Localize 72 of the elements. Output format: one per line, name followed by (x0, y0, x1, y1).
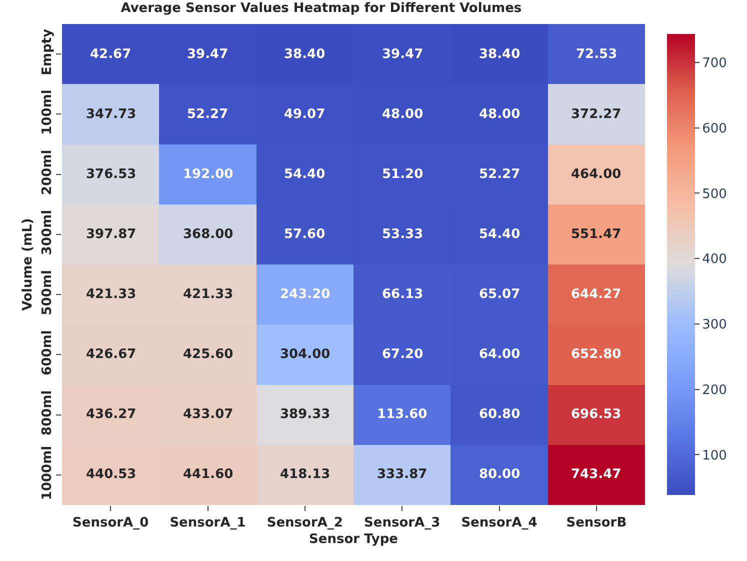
data-label: 67.20 (382, 347, 424, 362)
data-label: 333.87 (377, 467, 428, 482)
data-label: 42.67 (90, 47, 132, 62)
data-label: 65.07 (479, 287, 520, 302)
y-tick-label: Empty (40, 28, 55, 76)
data-label: 64.00 (479, 347, 520, 362)
y-tick-label: 100ml (40, 90, 55, 135)
data-label: 551.47 (571, 227, 622, 242)
color-bar-label: 600 (702, 121, 727, 136)
color-bar-label: 500 (702, 186, 727, 202)
y-tick-label: 600ml (40, 330, 55, 376)
data-label: 372.27 (571, 107, 622, 122)
data-label: 696.53 (571, 407, 622, 422)
data-label: 53.33 (382, 227, 424, 242)
color-bar-label: 200 (702, 382, 727, 398)
color-bar-label: 100 (702, 448, 727, 464)
y-tick-label: 300ml (40, 210, 55, 256)
data-label: 38.40 (479, 47, 520, 62)
x-tick-label: SensorA_1 (170, 516, 246, 531)
y-tick-label: 200ml (40, 150, 55, 195)
data-label: 426.67 (86, 347, 136, 362)
data-label: 39.47 (187, 47, 228, 62)
data-label: 347.73 (86, 107, 136, 122)
x-axis-title: Sensor Type (309, 532, 398, 548)
data-label: 397.87 (86, 227, 136, 242)
x-tick-label: SensorA_4 (461, 516, 538, 531)
y-tick-label: 500ml (40, 270, 55, 316)
data-label: 192.00 (183, 167, 234, 182)
data-label: 368.00 (183, 227, 234, 242)
y-tick-label: 800ml (40, 390, 55, 436)
data-label: 464.00 (571, 167, 622, 182)
data-label: 57.60 (284, 227, 326, 242)
data-label: 38.40 (284, 47, 326, 62)
data-label: 48.00 (479, 107, 520, 122)
color-bar-label: 300 (702, 318, 727, 333)
data-label: 418.13 (280, 467, 330, 482)
data-label: 436.27 (86, 407, 136, 422)
data-label: 243.20 (280, 287, 330, 302)
data-label: 743.47 (571, 467, 622, 482)
x-tick-label: SensorA_0 (72, 516, 149, 531)
chart-title: Average Sensor Values Heatmap for Different Volumes (120, 0, 522, 16)
data-label: 440.53 (86, 467, 136, 482)
data-label: 52.27 (479, 167, 520, 182)
data-label: 421.33 (86, 287, 136, 302)
data-label: 72.53 (576, 47, 618, 62)
x-tick-label: SensorB (566, 516, 627, 531)
data-label: 54.40 (284, 167, 326, 182)
data-label: 39.47 (382, 47, 424, 62)
data-label: 48.00 (382, 107, 424, 122)
data-label: 389.33 (280, 407, 330, 422)
data-label: 652.80 (571, 347, 622, 362)
data-label: 644.27 (571, 287, 622, 302)
data-label: 60.80 (479, 407, 520, 422)
data-label: 304.00 (280, 347, 330, 362)
data-label: 441.60 (183, 467, 234, 482)
data-label: 80.00 (479, 467, 520, 482)
data-label: 51.20 (382, 167, 424, 182)
data-label: 376.53 (86, 167, 136, 182)
data-label: 421.33 (183, 287, 234, 302)
y-tick-label: 1000ml (40, 446, 55, 500)
data-label: 49.07 (284, 107, 326, 122)
data-label: 425.60 (183, 347, 234, 362)
x-tick-label: SensorA_3 (364, 516, 440, 531)
data-label: 52.27 (187, 107, 228, 122)
color-bar-label: 700 (702, 56, 727, 71)
color-bar-label: 400 (702, 252, 727, 268)
data-label: 433.07 (183, 407, 234, 422)
data-label: 66.13 (382, 287, 424, 302)
data-label: 54.40 (479, 227, 520, 242)
y-axis-title: Volume (mL) (20, 218, 36, 311)
data-label: 113.60 (377, 407, 428, 422)
x-tick-label: SensorA_2 (266, 516, 343, 531)
